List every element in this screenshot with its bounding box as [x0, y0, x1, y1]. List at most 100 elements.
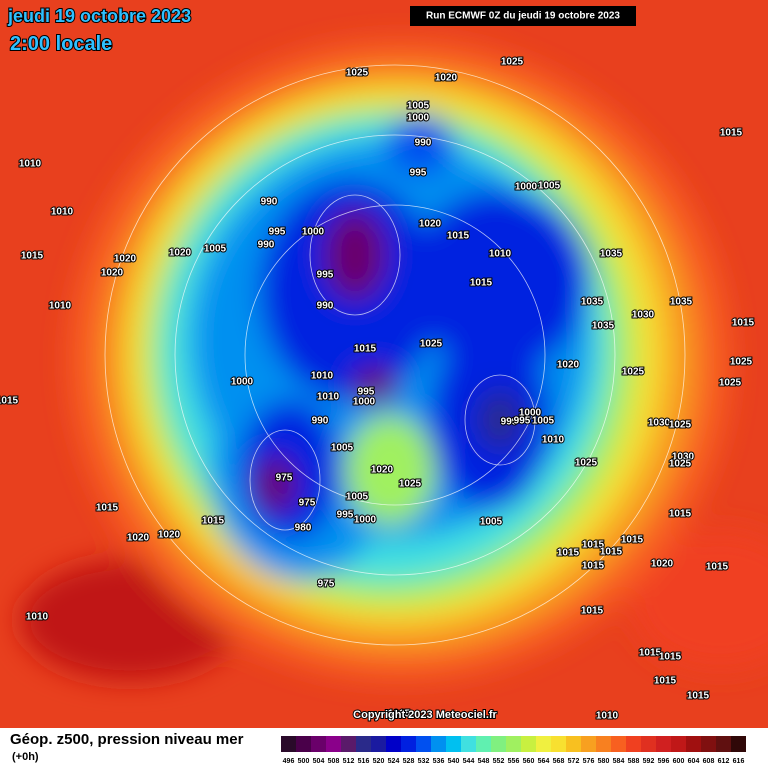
pressure-label: 1000 [231, 377, 254, 388]
scale-label: 500 [298, 758, 310, 765]
pressure-label: 1005 [331, 443, 354, 454]
pressure-label: 1030 [672, 452, 695, 463]
pressure-label: 1010 [51, 207, 74, 218]
scale-swatch [521, 736, 536, 752]
scale-swatch [611, 736, 626, 752]
scale-label: 512 [343, 758, 355, 765]
scale-swatch [641, 736, 656, 752]
pressure-label: 1020 [114, 254, 137, 265]
scale-swatch [506, 736, 521, 752]
pressure-label: 1005 [480, 517, 503, 528]
scale-label: 568 [553, 758, 565, 765]
scale-swatch [416, 736, 431, 752]
pressure-label: 1025 [420, 339, 443, 350]
pressure-label: 1000 [354, 515, 377, 526]
pressure-label: 1020 [419, 219, 442, 230]
scale-label: 508 [328, 758, 340, 765]
scale-label: 592 [643, 758, 655, 765]
scale-swatch [326, 736, 341, 752]
pressure-label: 1025 [399, 479, 422, 490]
pressure-label: 1010 [542, 435, 565, 446]
pressure-label: 1035 [670, 297, 693, 308]
pressure-label: 1000 [407, 113, 430, 124]
pressure-labels: 1025 102010251005100099099510151010101099… [0, 56, 756, 723]
date: jeudi 19 octobre 2023 [7, 6, 191, 26]
scale-swatch [491, 736, 506, 752]
pressure-label: 1015 [600, 547, 623, 558]
pressure-label: 1010 [311, 371, 334, 382]
pressure-label: 1015 [654, 676, 677, 687]
scale-swatch [356, 736, 371, 752]
pressure-label: 1015 [706, 562, 729, 573]
pressure-label: 1035 [600, 249, 623, 260]
scale-label: 596 [658, 758, 670, 765]
scale-label: 572 [568, 758, 580, 765]
pressure-label: 1020 [158, 530, 181, 541]
scale-swatch [551, 736, 566, 752]
pressure-label: 995 [514, 416, 531, 427]
pressure-label: 995 [337, 510, 354, 521]
pressure-label: 1025 [622, 367, 645, 378]
scale-swatch [341, 736, 356, 752]
legend-title: Géop. z500, pression niveau mer [10, 731, 244, 748]
run-box [410, 6, 636, 26]
pressure-label: 990 [317, 301, 334, 312]
pressure-label: 1020 [101, 268, 124, 279]
pressure-label: 975 [318, 579, 335, 590]
scale-swatch [626, 736, 641, 752]
scale-label: 524 [388, 758, 400, 765]
scale-swatch [281, 736, 296, 752]
pressure-label: 1015 [659, 652, 682, 663]
scale-swatch [671, 736, 686, 752]
pressure-label: 1000 [302, 227, 325, 238]
pressure-label: 1005 [538, 181, 561, 192]
map [0, 0, 768, 728]
time: 2:00 locale [10, 33, 112, 55]
pressure-label: 1025 [501, 57, 524, 68]
scale-label: 536 [433, 758, 445, 765]
scale-label: 600 [673, 758, 685, 765]
pressure-label: 1005 [532, 416, 555, 427]
pressure-label: 1015 [354, 344, 377, 355]
lead: (+0h) [12, 751, 39, 763]
pressure-label: 1035 [581, 297, 604, 308]
pressure-label: 999 [501, 417, 518, 428]
scale-swatch [476, 736, 491, 752]
scale-label: 504 [313, 758, 325, 765]
pressure-label: 1015 [687, 691, 710, 702]
pressure-label: 1030 [648, 418, 671, 429]
scale-swatch [566, 736, 581, 752]
pressure-label: 1000 [519, 408, 542, 419]
scale-swatch [731, 736, 746, 752]
scale-label: 544 [463, 758, 475, 765]
pressure-label: 1025 [575, 458, 598, 469]
scale-label: 584 [613, 758, 625, 765]
scale-swatch [536, 736, 551, 752]
pressure-label: 1015 [388, 709, 411, 720]
pressure-label: 1020 [557, 360, 580, 371]
pressure-label: 1025 [669, 459, 692, 470]
pressure-label: 1015 [720, 128, 743, 139]
pressure-label: 1010 [26, 612, 49, 623]
pressure-label: 1015 [732, 318, 755, 329]
pressure-label: 1015 [581, 606, 604, 617]
scale-label: 556 [508, 758, 520, 765]
pressure-label: 1015 [0, 396, 19, 407]
scale-swatch [701, 736, 716, 752]
pressure-label: 1015 [202, 516, 225, 527]
pressure-label: 990 [258, 240, 275, 251]
copyright: Copyright 2023 Meteociel.fr [353, 709, 497, 721]
pressure-label: 990 [415, 138, 432, 149]
scale-label: 552 [493, 758, 505, 765]
run: Run ECMWF 0Z du jeudi 19 octobre 2023 [426, 11, 620, 22]
scale-label: 612 [718, 758, 730, 765]
pressure-label: 1025 [719, 378, 742, 389]
pressure-label: 1035 [592, 321, 615, 332]
scale-label: 532 [418, 758, 430, 765]
pressure-label: 1000 [353, 397, 376, 408]
pressure-label: 1030 [632, 310, 655, 321]
scale-label: 608 [703, 758, 715, 765]
scale-label: 564 [538, 758, 550, 765]
scale-swatch [401, 736, 416, 752]
